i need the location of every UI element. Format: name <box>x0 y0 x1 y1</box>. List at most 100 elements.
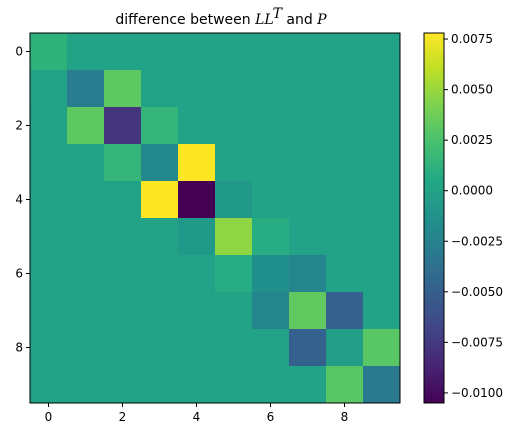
heatmap-cell-r4-c0 <box>30 181 68 219</box>
heatmap-cell-r1-c2 <box>104 70 142 108</box>
heatmap-cell-r0-c1 <box>67 33 105 71</box>
heatmap-cell-r0-c8 <box>326 33 364 71</box>
heatmap-cell-r9-c0 <box>30 366 68 404</box>
colorbar-tick-label: 0.0050 <box>451 83 493 97</box>
heatmap-cell-r1-c6 <box>252 70 290 108</box>
heatmap-cell-r1-c5 <box>215 70 253 108</box>
colorbar-ticks: 0.0075 0.0050 0.0025 0.0000 −0.0025 −0.0050 −0… <box>444 32 503 400</box>
plot-frame <box>29 32 401 404</box>
title-prefix: difference between <box>115 12 255 28</box>
title-math-p: P <box>316 12 327 28</box>
x-axis: 0 2 4 6 8 <box>45 403 348 424</box>
heatmap-cell-r8-c2 <box>104 329 142 367</box>
heatmap-cell-r3-c5 <box>215 144 253 182</box>
heatmap-cell-r3-c4 <box>178 144 216 182</box>
heatmap-cell-r7-c7 <box>289 292 327 330</box>
x-tick-label: 4 <box>193 410 201 424</box>
y-tick-label: 2 <box>15 119 23 133</box>
heatmap-cell-r3-c1 <box>67 144 105 182</box>
heatmap-cell-r5-c8 <box>326 218 364 256</box>
heatmap-cell-r2-c8 <box>326 107 364 145</box>
heatmap-cell-r0-c3 <box>141 33 179 71</box>
heatmap-cell-r8-c1 <box>67 329 105 367</box>
heatmap-cell-r9-c4 <box>178 366 216 404</box>
heatmap-cell-r8-c8 <box>326 329 364 367</box>
heatmap-cell-r0-c5 <box>215 33 253 71</box>
chart-title: difference between LLT and P <box>115 6 327 28</box>
heatmap-cell-r0-c7 <box>289 33 327 71</box>
heatmap-cell-r9-c3 <box>141 366 179 404</box>
heatmap-cell-r2-c3 <box>141 107 179 145</box>
heatmap-cell-r4-c6 <box>252 181 290 219</box>
heatmap-cell-r1-c0 <box>30 70 68 108</box>
colorbar-tick-label: 0.0075 <box>451 32 493 46</box>
heatmap-cell-r7-c8 <box>326 292 364 330</box>
heatmap-cell-r4-c9 <box>363 181 401 219</box>
y-tick-label: 0 <box>15 45 23 59</box>
heatmap-cell-r2-c5 <box>215 107 253 145</box>
title-middle: and <box>282 12 317 28</box>
colorbar-frame <box>423 32 445 404</box>
heatmap-cell-r5-c6 <box>252 218 290 256</box>
heatmap-cell-r0-c4 <box>178 33 216 71</box>
x-tick-label: 6 <box>267 410 275 424</box>
x-tick-label: 0 <box>45 410 53 424</box>
heatmap-cell-r5-c9 <box>363 218 401 256</box>
heatmap-cell-r1-c1 <box>67 70 105 108</box>
heatmap-cell-r7-c0 <box>30 292 68 330</box>
heatmap-cell-r9-c6 <box>252 366 290 404</box>
heatmap-cell-r8-c9 <box>363 329 401 367</box>
heatmap-cell-r6-c0 <box>30 255 68 293</box>
heatmap-cell-r5-c4 <box>178 218 216 256</box>
heatmap-cell-r3-c3 <box>141 144 179 182</box>
heatmap-cell-r6-c6 <box>252 255 290 293</box>
y-tick-label: 8 <box>15 341 23 355</box>
y-tick-label: 4 <box>15 193 23 207</box>
heatmap-cell-r2-c0 <box>30 107 68 145</box>
heatmap-cell-r3-c2 <box>104 144 142 182</box>
heatmap-cell-r5-c1 <box>67 218 105 256</box>
heatmap-cell-r5-c5 <box>215 218 253 256</box>
heatmap-cell-r6-c2 <box>104 255 142 293</box>
heatmap-cell-r9-c2 <box>104 366 142 404</box>
heatmap-cell-r5-c7 <box>289 218 327 256</box>
colorbar <box>424 33 444 403</box>
heatmap-cell-r4-c5 <box>215 181 253 219</box>
title-math-ll: LL <box>254 12 273 28</box>
heatmap-cell-r4-c7 <box>289 181 327 219</box>
heatmap-cell-r2-c6 <box>252 107 290 145</box>
heatmap-cell-r9-c7 <box>289 366 327 404</box>
heatmap-cell-r5-c3 <box>141 218 179 256</box>
heatmap-cell-r2-c2 <box>104 107 142 145</box>
heatmap-cell-r1-c7 <box>289 70 327 108</box>
heatmap-cell-r4-c1 <box>67 181 105 219</box>
heatmap-cell-r9-c8 <box>326 366 364 404</box>
heatmap-cell-r0-c2 <box>104 33 142 71</box>
heatmap-cell-r9-c9 <box>363 366 401 404</box>
heatmap-cell-r8-c6 <box>252 329 290 367</box>
heatmap-cell-r2-c4 <box>178 107 216 145</box>
heatmap-cell-r5-c2 <box>104 218 142 256</box>
heatmap-cell-r6-c1 <box>67 255 105 293</box>
heatmap-cell-r7-c6 <box>252 292 290 330</box>
heatmap-cell-r1-c3 <box>141 70 179 108</box>
heatmap-cell-r4-c2 <box>104 181 142 219</box>
heatmap-cell-r7-c3 <box>141 292 179 330</box>
heatmap-cell-r2-c1 <box>67 107 105 145</box>
heatmap-cell-r1-c9 <box>363 70 401 108</box>
heatmap-cell-r7-c5 <box>215 292 253 330</box>
title-superscript-t: T <box>273 6 284 22</box>
y-tick-label: 6 <box>15 267 23 281</box>
heatmap-cell-r0-c6 <box>252 33 290 71</box>
colorbar-tick-label: 0.0025 <box>451 133 493 147</box>
heatmap-cell-r4-c8 <box>326 181 364 219</box>
colorbar-tick-label: −0.0075 <box>451 335 503 349</box>
heatmap-cell-r3-c0 <box>30 144 68 182</box>
x-tick-label: 2 <box>119 410 127 424</box>
heatmap-cell-r0-c9 <box>363 33 401 71</box>
colorbar-tick-label: −0.0025 <box>451 234 503 248</box>
heatmap-cell-r7-c1 <box>67 292 105 330</box>
heatmap-cell-r7-c4 <box>178 292 216 330</box>
heatmap-cell-r6-c4 <box>178 255 216 293</box>
